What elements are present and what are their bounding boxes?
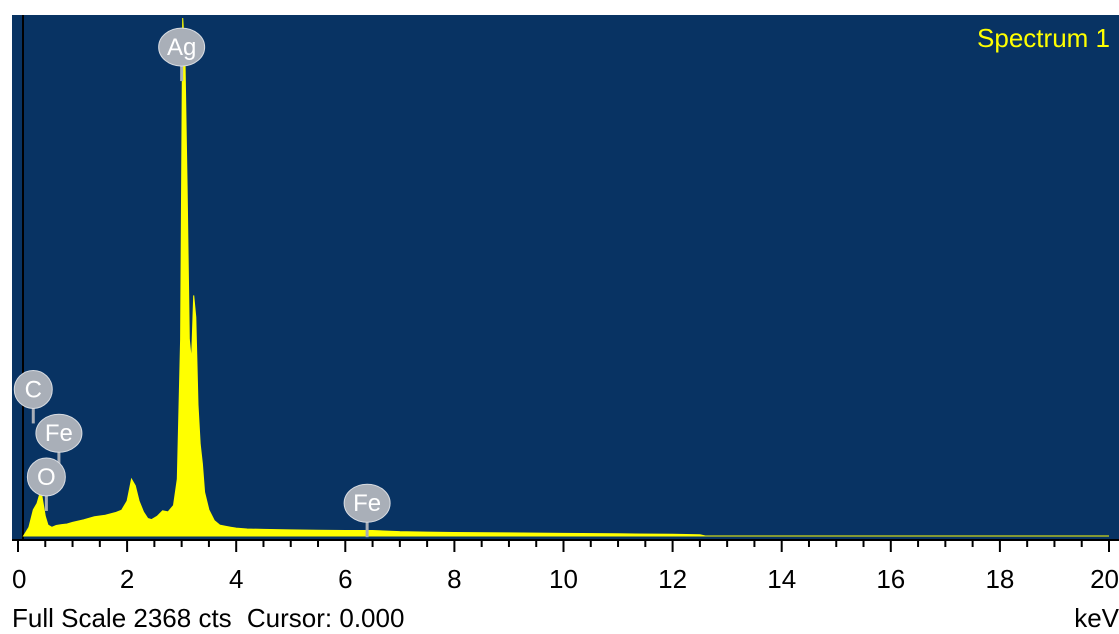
peak-label-c-1: C	[13, 369, 53, 424]
peak-label-o-3: O	[26, 457, 66, 511]
x-tick-label: 4	[229, 564, 243, 594]
x-tick-label: 0	[12, 564, 26, 594]
peak-label-fe-2: Fe	[35, 413, 83, 468]
x-tick-label: 8	[447, 564, 461, 594]
x-tick-label: 10	[549, 564, 578, 594]
x-tick-label: 6	[338, 564, 352, 594]
x-tick-label: 20	[1090, 564, 1119, 594]
peak-label-text: Ag	[167, 34, 196, 61]
x-tick-label: 12	[658, 564, 687, 594]
peak-marker-badge	[158, 27, 206, 67]
peak-marker-badge	[26, 457, 66, 497]
spectrum-area-0	[22, 17, 1109, 537]
chart-title: Spectrum 1	[977, 23, 1110, 53]
peak-marker-badge	[35, 413, 83, 453]
peak-label-text: C	[25, 376, 42, 403]
status-bar: Full Scale 2368 cts Cursor: 0.000	[12, 603, 404, 634]
peak-label-text: O	[37, 464, 56, 491]
x-tick-label: 16	[876, 564, 905, 594]
peak-marker-badge	[343, 483, 391, 523]
peak-label-text: Fe	[353, 490, 381, 517]
x-axis-unit: keV	[1074, 603, 1119, 633]
peak-label-fe-4: Fe	[343, 483, 391, 538]
x-tick-label: 2	[120, 564, 134, 594]
x-tick-label: 18	[985, 564, 1014, 594]
peak-label-ag-0: Ag	[158, 27, 206, 82]
full-scale-readout: Full Scale 2368 cts	[12, 603, 232, 633]
x-tick-label: 14	[767, 564, 796, 594]
cursor-readout: Cursor: 0.000	[246, 603, 405, 633]
peak-marker-badge	[13, 369, 53, 409]
peak-label-text: Fe	[45, 420, 73, 447]
